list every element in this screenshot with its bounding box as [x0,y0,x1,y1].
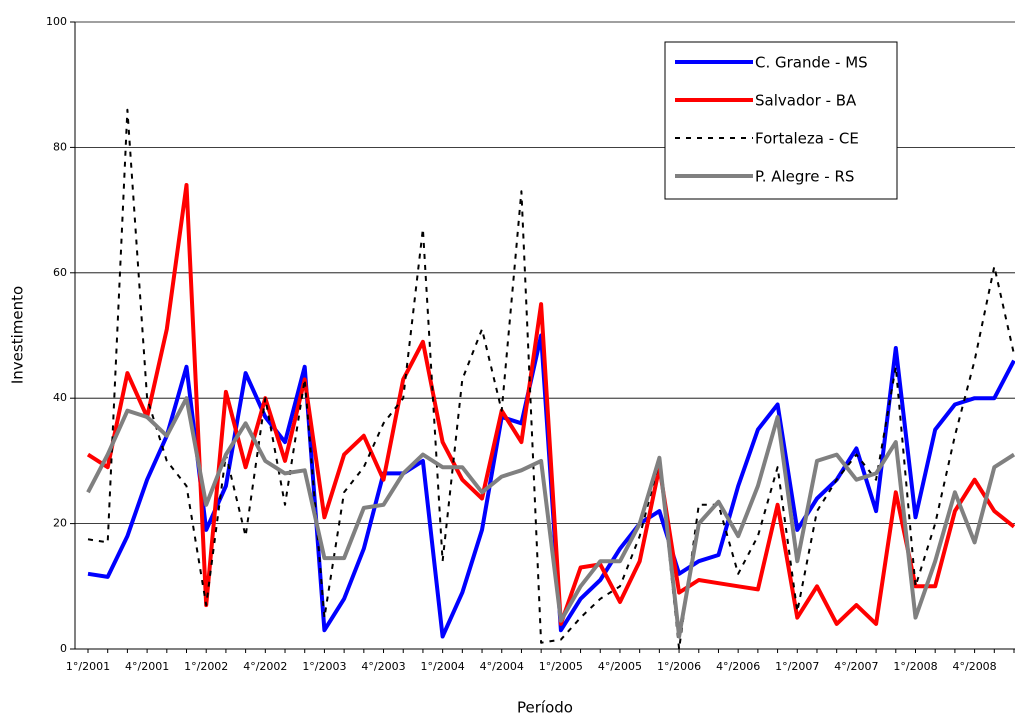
x-tick-label: 1°/2002 [184,660,228,673]
x-tick-label: 4°/2008 [952,660,996,673]
series-line [86,396,1015,639]
legend-text: P. Alegre - RS [755,168,854,186]
y-tick-label: 0 [60,642,67,655]
x-tick-label: 4°/2006 [716,660,760,673]
x-tick-label: 4°/2007 [834,660,878,673]
y-tick-label: 20 [53,517,67,530]
series-line [86,183,1015,626]
y-tick-label: 60 [53,266,67,279]
x-tick-label: 4°/2001 [125,660,169,673]
x-tick-label: 1°/2001 [66,660,110,673]
legend-text: Salvador - BA [755,92,857,110]
y-tick-label: 80 [53,140,67,153]
legend-text: Fortaleza - CE [755,130,859,148]
y-axis-title: Investimento [9,286,27,384]
x-tick-label: 1°/2007 [775,660,819,673]
x-tick-label: 1°/2003 [302,660,346,673]
series-line [87,108,1015,650]
y-tick-label: 40 [53,391,67,404]
x-tick-label: 1°/2006 [657,660,701,673]
x-axis-title: Período [517,699,573,717]
x-tick-label: 1°/2008 [893,660,937,673]
legend-box [664,41,898,200]
legend-text: C. Grande - MS [755,54,868,72]
y-tick-label: 100 [46,15,67,28]
x-tick-label: 1°/2005 [539,660,583,673]
x-tick-label: 4°/2004 [480,660,524,673]
x-tick-label: 4°/2005 [598,660,642,673]
x-tick-label: 4°/2002 [243,660,287,673]
x-tick-label: 1°/2004 [421,660,465,673]
x-tick-label: 4°/2003 [361,660,405,673]
